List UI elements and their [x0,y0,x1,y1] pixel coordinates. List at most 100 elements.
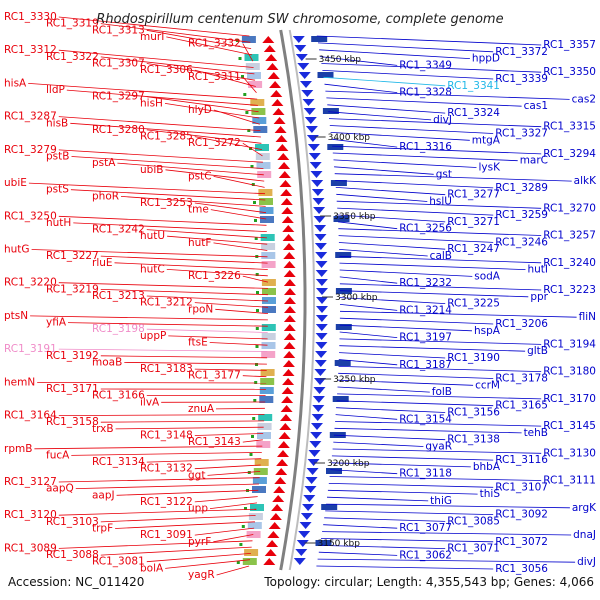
gene-label-left: RC1_3227 [46,250,99,262]
forward-gene-arrow [314,243,327,250]
right-connector-line [338,359,398,366]
gene-label-right: marC [520,155,548,167]
left-connector-line [75,483,260,489]
gene-label-left: RC1_3158 [46,416,99,428]
forward-gene-arrow [312,405,325,412]
gene-label-right: RC1_3071 [447,543,500,555]
forward-gene-arrow [310,432,323,439]
left-connector-line [166,269,268,277]
gene-label-right: RC1_3271 [447,216,500,228]
left-connector-line [210,209,267,220]
gene-label-right: RC1_3116 [495,454,548,466]
right-connector-line [319,545,446,549]
gene-label-right: hspA [474,325,501,337]
gene-label-right: RC1_3118 [399,468,452,480]
gene-label-left: RC1_3166 [92,390,145,402]
feature-block [262,288,276,295]
left-connector-line [71,452,262,456]
gene-label-left: rluE [92,257,113,269]
gene-label-right: fliN [579,311,596,323]
gene-label-left: hlyD [188,104,212,116]
gene-label-left: RC1_3319 [46,18,99,30]
forward-gene-arrow [314,369,327,376]
right-connector-line [318,551,398,556]
gene-label-right: argK [572,502,597,514]
feature-block [261,351,276,358]
accession-text: Accession: NC_011420 [8,575,144,589]
left-connector-line [100,255,268,264]
left-connector-line [37,381,267,384]
right-connector-line [339,249,428,257]
gene-label-right: RC1_3324 [447,107,500,119]
gene-label-left: RC1_3177 [188,370,241,382]
left-connector-line [58,149,263,163]
forward-gene-arrow [316,306,328,313]
gene-label-right: RC1_3072 [495,536,548,548]
gene-label-left: RC1_3272 [188,137,241,149]
left-connector-line [116,489,259,496]
gene-label-right: RC1_3130 [543,447,596,459]
forward-gene-arrow [309,441,322,448]
gene-label-right: divJ [433,114,452,126]
feature-dot [254,237,258,240]
gene-label-right: RC1_3246 [495,236,548,248]
right-connector-line [326,503,570,509]
gene-label-right: gst [436,168,452,180]
gene-label-left: RC1_3213 [92,290,145,302]
left-connector-line [70,122,261,138]
feature-block [333,216,350,222]
feature-block [253,126,268,133]
reverse-gene-arrow [264,549,277,556]
right-connector-line [328,118,542,128]
right-connector-line [339,283,542,291]
feature-tracks [235,36,352,565]
feature-block [261,252,276,259]
gene-label-right: gltB [527,345,548,357]
feature-block [261,324,276,331]
gene-label-left: ftsE [188,337,208,349]
gene-label-left: yagR [188,569,215,581]
left-connector-line [146,129,262,144]
right-connector-line [339,331,398,338]
forward-gene-arrow [302,99,315,106]
right-connector-line [333,434,446,441]
left-connector-line [28,182,266,195]
reverse-gene-arrow [270,90,283,97]
gene-label-left: hisB [46,117,68,129]
feature-block [247,72,261,79]
gene-label-right: thiS [480,488,501,500]
feature-block [260,369,275,376]
feature-block [335,324,352,330]
right-connector-line [323,76,446,87]
right-gene-labels: RC1_3357RC1_3372hppDRC1_3349RC1_3350RC1_… [399,39,597,575]
forward-gene-arrow [311,189,324,196]
feature-block [252,486,266,493]
gene-label-left: RC1_3306 [140,64,193,76]
forward-gene-arrow [315,261,328,268]
left-connector-line [58,540,253,549]
reverse-gene-arrow [280,414,292,421]
forward-gene-arrow [312,396,325,403]
forward-gene-arrow [311,423,323,430]
forward-gene-arrow [314,360,327,367]
gene-label-left: RC1_3171 [46,383,99,395]
forward-gene-arrow [304,117,317,124]
feature-block [258,189,273,196]
reverse-gene-arrow [277,441,290,448]
left-connector-line [209,502,258,509]
forward-gene-arrow [315,351,328,358]
reverse-gene-arrow [282,234,295,241]
forward-gene-arrow [304,486,317,493]
reverse-gene-arrow [277,450,289,457]
backbone-arc-inner [288,29,315,571]
forward-gene-arrow [313,216,326,223]
gene-label-left: RC1_3330 [4,11,57,23]
gene-label-left: uppP [140,330,166,342]
gene-label-right: tehB [524,427,548,439]
reverse-gene-arrow [271,504,284,511]
right-connector-line [339,262,526,270]
reverse-gene-arrow [267,72,280,79]
left-connector-line [213,176,265,188]
